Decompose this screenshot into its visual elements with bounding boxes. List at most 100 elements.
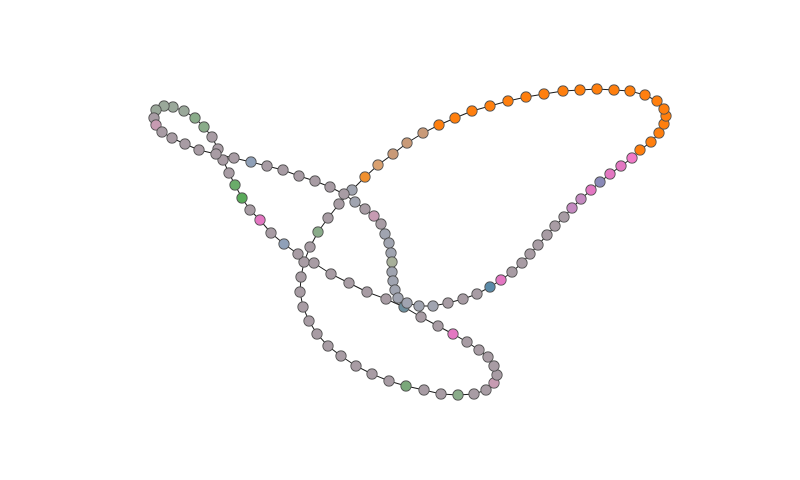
chain-bead-101 bbox=[386, 256, 398, 268]
chain-bead-87 bbox=[245, 156, 257, 168]
chain-bead-18 bbox=[449, 112, 461, 124]
chain-bead-54 bbox=[432, 320, 444, 332]
chain-bead-51 bbox=[473, 344, 485, 356]
chain-bead-117 bbox=[532, 239, 544, 251]
chain-bead-24 bbox=[359, 171, 371, 183]
chain-bead-9 bbox=[608, 84, 620, 96]
chain-bead-39 bbox=[366, 368, 378, 380]
chain-bead-52 bbox=[461, 336, 473, 348]
chain-bead-122 bbox=[575, 193, 587, 205]
chain-bead-32 bbox=[294, 286, 306, 298]
chain-bead-88 bbox=[261, 160, 273, 172]
chain-bead-29 bbox=[304, 241, 316, 253]
chain-bead-82 bbox=[166, 132, 178, 144]
chain-bead-12 bbox=[557, 85, 569, 97]
chain-bead-14 bbox=[520, 91, 532, 103]
chain-bead-64 bbox=[265, 227, 277, 239]
chain-bead-73 bbox=[198, 121, 210, 133]
chain-bead-15 bbox=[502, 95, 514, 107]
chain-bead-37 bbox=[335, 350, 347, 362]
chain-bead-90 bbox=[293, 170, 305, 182]
chain-bead-106 bbox=[401, 297, 413, 309]
chain-bead-13 bbox=[538, 88, 550, 100]
chain-bead-21 bbox=[401, 137, 413, 149]
chain-bead-74 bbox=[189, 112, 201, 124]
chain-bead-109 bbox=[442, 297, 454, 309]
chain-bead-57 bbox=[380, 293, 392, 305]
chain-bead-35 bbox=[311, 328, 323, 340]
chain-backbone-line bbox=[153, 88, 667, 396]
chain-bead-86 bbox=[228, 152, 240, 164]
chain-bead-67 bbox=[236, 192, 248, 204]
chain-bead-105 bbox=[392, 292, 404, 304]
chain-bead-1 bbox=[645, 136, 657, 148]
chain-bead-96 bbox=[368, 210, 380, 222]
chain-bead-108 bbox=[427, 300, 439, 312]
chain-bead-17 bbox=[466, 105, 478, 117]
chain-bead-38 bbox=[350, 360, 362, 372]
chain-bead-11 bbox=[574, 84, 586, 96]
chain-bead-118 bbox=[541, 229, 553, 241]
chain-bead-27 bbox=[322, 212, 334, 224]
chain-bead-115 bbox=[516, 257, 528, 269]
chain-bead-28 bbox=[312, 226, 324, 238]
chain-bead-126 bbox=[615, 160, 627, 172]
chain-bead-41 bbox=[400, 380, 412, 392]
chain-bead-99 bbox=[383, 237, 395, 249]
chain-bead-60 bbox=[325, 268, 337, 280]
chain-bead-22 bbox=[387, 148, 399, 160]
chain-bead-124 bbox=[594, 176, 606, 188]
chain-bead-113 bbox=[495, 274, 507, 286]
chain-bead-65 bbox=[254, 214, 266, 226]
chain-bead-85 bbox=[210, 148, 222, 160]
chain-bead-42 bbox=[418, 384, 430, 396]
chain-bead-107 bbox=[413, 300, 425, 312]
chain-bead-123 bbox=[585, 184, 597, 196]
chain-bead-91 bbox=[309, 175, 321, 187]
chain-bead-84 bbox=[193, 144, 205, 156]
chain-bead-10 bbox=[591, 83, 603, 95]
chain-bead-20 bbox=[417, 127, 429, 139]
chain-bead-45 bbox=[468, 388, 480, 400]
chain-bead-53 bbox=[447, 328, 459, 340]
chain-bead-62 bbox=[292, 248, 304, 260]
chain-bead-110 bbox=[457, 293, 469, 305]
chain-bead-75 bbox=[178, 105, 190, 117]
chain-bead-97 bbox=[375, 218, 387, 230]
chain-bead-58 bbox=[361, 286, 373, 298]
chain-bead-119 bbox=[549, 220, 561, 232]
chain-bead-49 bbox=[488, 360, 500, 372]
chain-bead-72 bbox=[206, 131, 218, 143]
chain-bead-125 bbox=[604, 168, 616, 180]
chain-bead-92 bbox=[324, 181, 336, 193]
chain-bead-16 bbox=[484, 100, 496, 112]
chain-bead-66 bbox=[244, 204, 256, 216]
chain-bead-93 bbox=[338, 188, 350, 200]
chain-bead-69 bbox=[223, 167, 235, 179]
chain-bead-50 bbox=[482, 351, 494, 363]
chain-bead-111 bbox=[471, 288, 483, 300]
chain-bead-114 bbox=[506, 266, 518, 278]
chain-bead-31 bbox=[295, 271, 307, 283]
chain-bead-40 bbox=[383, 375, 395, 387]
chain-bead-81 bbox=[156, 126, 168, 138]
chain-bead-43 bbox=[435, 388, 447, 400]
chain-bead-23 bbox=[372, 159, 384, 171]
chain-bead-95 bbox=[359, 203, 371, 215]
chain-bead-63 bbox=[278, 238, 290, 250]
chain-bead-5 bbox=[658, 103, 670, 115]
chain-bead-112 bbox=[484, 281, 496, 293]
chain-bead-36 bbox=[322, 340, 334, 352]
chain-bead-26 bbox=[333, 198, 345, 210]
chain-bead-44 bbox=[452, 389, 464, 401]
chain-bead-33 bbox=[297, 301, 309, 313]
beads-layer bbox=[148, 83, 672, 401]
chain-bead-103 bbox=[387, 275, 399, 287]
chain-bead-46 bbox=[480, 384, 492, 396]
chain-bead-7 bbox=[639, 89, 651, 101]
chain-bead-6 bbox=[651, 95, 663, 107]
chain-bead-89 bbox=[277, 164, 289, 176]
chain-bead-121 bbox=[566, 202, 578, 214]
chain-bead-34 bbox=[303, 315, 315, 327]
